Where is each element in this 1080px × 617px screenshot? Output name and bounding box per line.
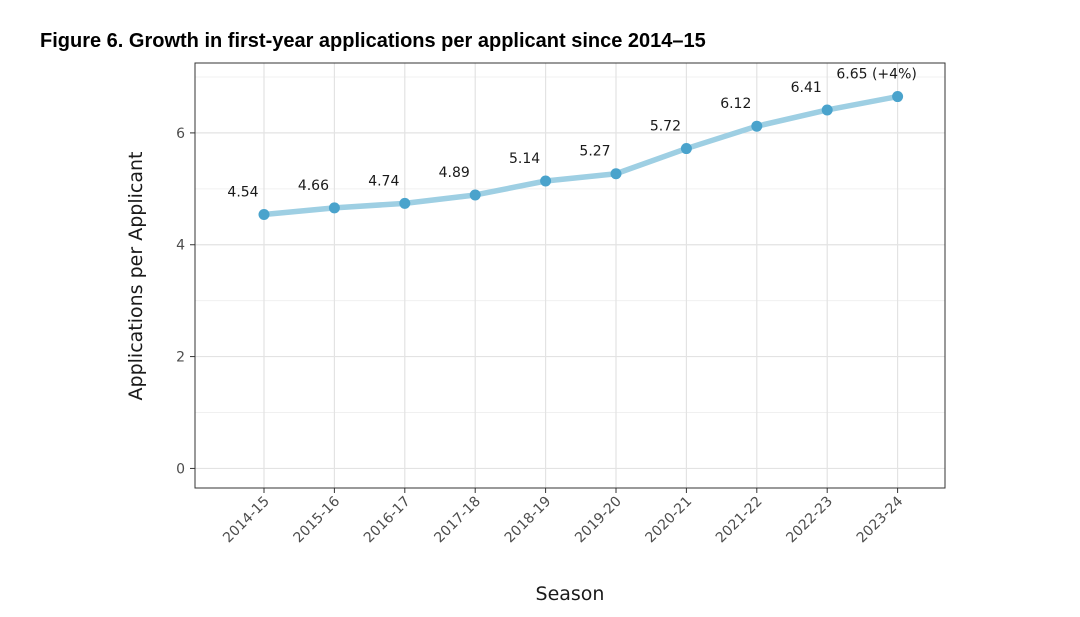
data-label: 5.72 (650, 119, 681, 135)
data-point (751, 120, 763, 132)
y-tick-label: 6 (176, 126, 185, 142)
x-tick-label: 2020-21 (643, 494, 696, 547)
data-label: 6.12 (720, 96, 751, 112)
data-point (399, 197, 411, 209)
data-point (258, 209, 270, 221)
data-point (680, 143, 692, 155)
data-point (892, 91, 904, 103)
grid-lines (195, 63, 945, 488)
data-label: 4.74 (368, 173, 399, 189)
data-labels: 4.54 4.66 4.74 4.89 5.14 5.27 5.72 6.12 6.41 6.65… (227, 67, 916, 201)
x-tick-label: 2023-24 (854, 493, 907, 546)
x-tick-label: 2016-17 (361, 494, 414, 547)
data-label: 5.14 (509, 151, 540, 167)
data-label: 5.27 (579, 144, 610, 160)
data-point (469, 189, 481, 201)
x-axis-title: Season (536, 583, 605, 605)
data-label: 6.65 (+4%) (836, 67, 917, 83)
panel-background (195, 63, 945, 488)
data-label: 4.66 (298, 178, 329, 194)
data-label: 4.89 (439, 165, 470, 181)
x-tick-label: 2015-16 (291, 493, 344, 546)
y-axis-title: Applications per Applicant (125, 152, 147, 401)
y-tick-label: 0 (176, 461, 185, 477)
data-point (610, 168, 622, 180)
data-label: 6.41 (791, 80, 822, 96)
x-tick-label: 2022-23 (783, 494, 836, 547)
y-tick-label: 2 (176, 350, 185, 366)
x-tick-label: 2021-22 (713, 494, 766, 547)
series-line (261, 93, 901, 218)
data-point (821, 104, 833, 116)
x-tick-label: 2018-19 (502, 494, 555, 547)
x-tick-label: 2014-15 (220, 494, 273, 547)
series (258, 91, 904, 221)
x-tick-label: 2019-20 (572, 494, 625, 547)
figure-title: Figure 6. Growth in first-year applicati… (40, 30, 706, 52)
panel-border (194, 62, 946, 489)
y-tick-label: 4 (176, 238, 185, 254)
data-label: 4.54 (227, 185, 258, 201)
data-point (328, 202, 340, 214)
x-tick-label: 2017-18 (431, 494, 484, 547)
data-point (540, 175, 552, 187)
